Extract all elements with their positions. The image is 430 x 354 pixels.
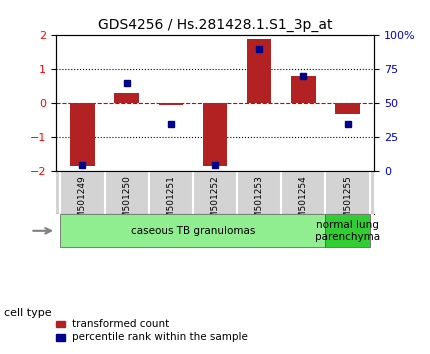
Bar [203,103,227,166]
Text: GSM501255: GSM501255 [343,176,352,230]
Text: caseous TB granulomas: caseous TB granulomas [131,226,255,236]
Text: GSM501253: GSM501253 [255,176,264,230]
Text: GDS4256 / Hs.281428.1.S1_3p_at: GDS4256 / Hs.281428.1.S1_3p_at [98,18,332,32]
Text: normal lung
parenchyma: normal lung parenchyma [315,220,380,242]
Text: GSM501254: GSM501254 [299,176,308,230]
Text: GSM501249: GSM501249 [78,176,87,230]
Bar [159,103,183,105]
Bar [114,93,139,103]
Text: percentile rank within the sample: percentile rank within the sample [72,332,248,342]
Text: cell type: cell type [4,308,52,318]
Text: transformed count: transformed count [72,319,169,329]
Text: GSM501252: GSM501252 [211,176,219,230]
Bar [291,76,316,103]
Text: GSM501250: GSM501250 [122,176,131,230]
Bar [335,103,360,114]
Bar [70,103,95,166]
Bar [247,39,271,103]
Bar [60,215,326,247]
Text: GSM501251: GSM501251 [166,176,175,230]
Bar [326,215,370,247]
